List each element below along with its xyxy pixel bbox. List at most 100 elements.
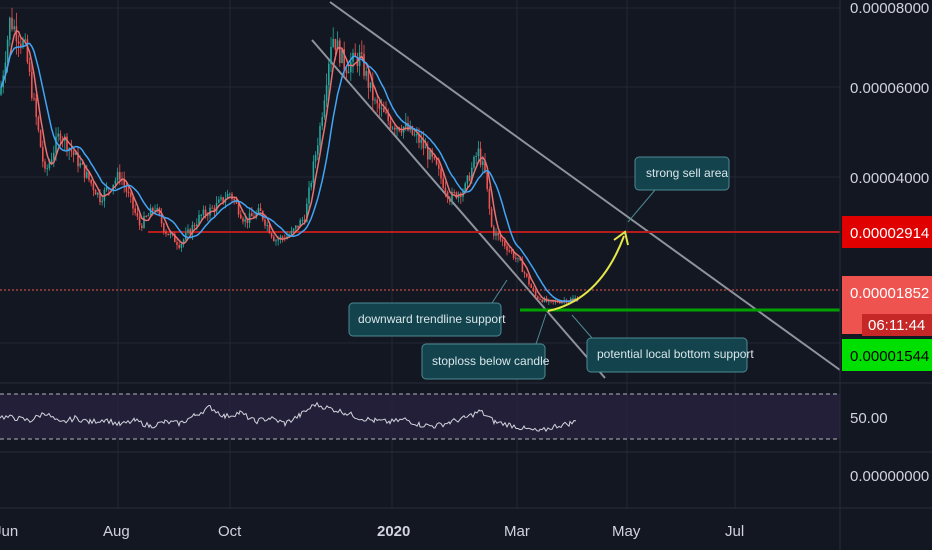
- candle-body: [11, 17, 13, 30]
- callout-local-bottom[interactable]: potential local bottom support: [571, 314, 754, 373]
- candle-body: [105, 187, 108, 190]
- candle-body: [141, 225, 143, 228]
- candle-body: [515, 257, 517, 259]
- candle-body: [387, 113, 389, 122]
- candle-body: [59, 133, 62, 141]
- callout-downward-support[interactable]: downward trendline support: [348, 279, 508, 337]
- candle-body: [79, 163, 81, 167]
- resistance-price-text: 0.00002914: [850, 225, 929, 242]
- candle-body: [497, 232, 499, 236]
- candle-body: [317, 145, 319, 155]
- candle-body: [339, 40, 341, 64]
- candle-body: [213, 207, 216, 212]
- candle-body: [275, 240, 277, 242]
- candle-body: [411, 126, 414, 135]
- candle-body: [273, 236, 275, 242]
- lower-trendline[interactable]: [311, 39, 606, 379]
- candle-body: [77, 152, 79, 167]
- time-label-oct: Oct: [218, 523, 242, 540]
- candle-body: [215, 202, 218, 212]
- candle-body: [86, 171, 88, 178]
- candle-body: [473, 156, 475, 168]
- candle-body: [543, 298, 546, 302]
- callout-local-bottom-text: potential local bottom support: [597, 347, 754, 361]
- candle-body: [325, 85, 328, 101]
- candle-body: [486, 172, 488, 190]
- candle-body: [50, 159, 53, 163]
- candle-body: [306, 203, 308, 222]
- resistance-price-tag[interactable]: 0.00002914: [842, 216, 932, 248]
- candle-body: [222, 197, 224, 203]
- candle-body: [81, 163, 84, 165]
- candle-body: [182, 239, 185, 244]
- candle-body: [290, 230, 293, 236]
- candle-body: [57, 133, 59, 137]
- candle-body: [330, 46, 332, 64]
- candle-body: [444, 187, 447, 193]
- candle-body: [389, 121, 392, 129]
- candle-body: [347, 72, 350, 74]
- candle-body: [321, 117, 323, 127]
- candle-body: [374, 99, 376, 101]
- candle-body: [167, 233, 169, 236]
- projection-arc[interactable]: [547, 235, 625, 312]
- stop-price-tag[interactable]: 0.00001544: [842, 339, 932, 371]
- candle-body: [407, 122, 409, 131]
- candle-body: [92, 183, 95, 191]
- candle-body: [314, 154, 317, 162]
- candle-body: [178, 245, 180, 248]
- candle-body: [145, 216, 147, 218]
- candle-body: [189, 229, 191, 235]
- candle-body: [301, 219, 304, 221]
- candle-body: [35, 98, 37, 118]
- candle-body: [26, 39, 29, 63]
- candle-body: [427, 147, 429, 160]
- candle-body: [431, 150, 433, 157]
- candle-body: [187, 229, 189, 234]
- candle-body: [484, 161, 486, 173]
- candle-body: [66, 136, 68, 151]
- candle-body: [237, 203, 240, 215]
- candle-body: [31, 71, 33, 99]
- candle-body: [530, 284, 532, 288]
- candle-body: [471, 167, 473, 181]
- candle-body: [125, 185, 128, 192]
- candle-body: [323, 100, 326, 118]
- candle-body: [490, 208, 493, 227]
- candle-body: [193, 225, 196, 227]
- candle-body: [244, 219, 246, 222]
- candle-body: [13, 26, 15, 30]
- callout-strong-sell[interactable]: strong sell area: [627, 156, 730, 223]
- candle-body: [332, 38, 334, 47]
- candle-body: [477, 148, 480, 156]
- candle-body: [341, 49, 343, 64]
- candle-body: [220, 197, 222, 200]
- candle-body: [24, 39, 26, 41]
- rsi-line: [0, 401, 577, 433]
- candle-body: [6, 39, 9, 63]
- candle-body: [433, 156, 436, 159]
- candle-body: [152, 207, 154, 212]
- candle-body: [328, 63, 330, 86]
- candle-body: [174, 234, 176, 243]
- candle-body: [534, 291, 537, 297]
- candle-body: [229, 193, 231, 195]
- candle-body: [163, 223, 165, 232]
- time-label-2020: 2020: [377, 523, 410, 540]
- candle-body: [251, 213, 253, 217]
- candle-body: [367, 71, 370, 88]
- candle-body: [396, 127, 398, 130]
- candle-body: [55, 136, 57, 153]
- candle-body: [33, 98, 35, 100]
- candle-body: [233, 198, 235, 201]
- candle-body: [116, 172, 119, 181]
- candle-body: [114, 180, 117, 185]
- candle-body: [154, 209, 156, 212]
- candle-body: [453, 191, 455, 193]
- candle-body: [20, 43, 22, 47]
- candle-body: [147, 215, 150, 217]
- callout-stoploss[interactable]: stoploss below candle: [421, 313, 550, 380]
- candle-body: [281, 236, 284, 238]
- candle-body: [75, 152, 77, 155]
